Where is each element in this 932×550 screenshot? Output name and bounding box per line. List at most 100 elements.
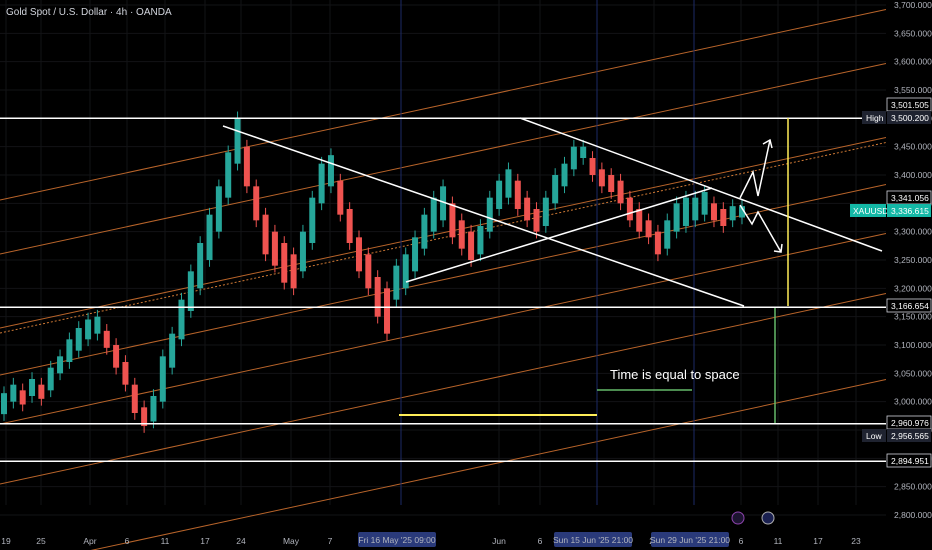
candle-body	[327, 155, 334, 187]
candle-body	[664, 220, 671, 249]
price-tag-value: 3,166.654	[891, 301, 929, 311]
candle-body	[243, 146, 250, 187]
price-axis-tick: 3,450.000	[894, 142, 932, 152]
rising-trendline	[405, 187, 713, 283]
time-axis[interactable]: 1925Apr6111724May7Jun6296111723Fri 16 Ma…	[1, 511, 861, 547]
price-axis-bg	[886, 0, 932, 550]
candle-body	[178, 299, 185, 340]
date-badge-bg	[358, 532, 436, 547]
candle-body	[729, 206, 736, 221]
candle-body	[253, 186, 260, 221]
upper-descending-trendline	[519, 117, 883, 252]
candle-body	[299, 231, 306, 272]
candle-body	[412, 237, 419, 272]
chart-title: Gold Spot / U.S. Dollar · 4h · OANDA	[6, 7, 172, 18]
candle-body	[710, 203, 717, 221]
price-tag-label-bg	[862, 111, 886, 124]
candle-body	[169, 333, 176, 368]
price-axis-tick: 3,700.000	[894, 0, 932, 10]
candle-body	[1, 393, 7, 415]
candle-body	[430, 197, 437, 232]
price-tag-value: 3,500.200	[891, 113, 929, 123]
candle-body	[542, 197, 549, 226]
price-axis-tick: 2,800.000	[894, 510, 932, 520]
price-tag-label: XAUUSD	[853, 206, 888, 216]
channel-line	[0, 63, 887, 255]
candle-body	[290, 254, 297, 289]
time-space-annotation: Time is equal to space	[610, 367, 740, 382]
orange-channel-lines	[0, 9, 887, 550]
price-tag-bg	[887, 429, 931, 442]
candle-body	[337, 180, 344, 215]
price-tag-label-bg	[850, 204, 886, 217]
candle-body	[131, 384, 138, 413]
candle-body	[739, 206, 745, 218]
price-axis-tick: 3,000.000	[894, 397, 932, 407]
candle-body	[393, 265, 400, 300]
candle-body	[701, 192, 708, 215]
candle-body	[234, 118, 241, 164]
price-axis[interactable]: 2,800.0002,850.0002,900.0002,950.0003,00…	[886, 0, 932, 550]
candle-body	[10, 384, 17, 402]
trendline-drawings	[0, 117, 886, 462]
time-axis-tick: Apr	[83, 536, 96, 546]
candle-body	[47, 367, 54, 391]
candle-body	[496, 180, 503, 209]
candle-body	[617, 180, 624, 204]
candle-body	[402, 254, 409, 289]
price-axis-tick: 3,600.000	[894, 57, 932, 67]
arrow-head-down	[773, 243, 783, 253]
price-tag-value: 2,960.976	[891, 418, 929, 428]
candle-body	[589, 158, 596, 175]
candle-body	[113, 345, 120, 368]
candle-body	[673, 203, 680, 232]
candle-body	[580, 146, 587, 158]
channel-line	[0, 233, 887, 425]
price-tag-value: 2,956.565	[891, 431, 929, 441]
price-tag-label-bg	[862, 429, 886, 442]
bearish-path-arrow	[739, 204, 782, 253]
time-axis-tick: 7	[328, 536, 333, 546]
candle-body	[346, 209, 353, 243]
price-tag-bg	[887, 204, 931, 217]
candle-body	[449, 203, 456, 238]
candle-body	[477, 226, 484, 255]
candles	[1, 111, 745, 433]
channel-median-dotted	[0, 142, 887, 334]
time-axis-tick: 25	[36, 536, 46, 546]
price-axis-tick: 3,050.000	[894, 368, 932, 378]
candle-body	[514, 180, 521, 209]
candle-body	[636, 209, 643, 232]
time-axis-tick: 17	[813, 536, 823, 546]
candle-body	[187, 271, 194, 311]
candle-body	[384, 288, 391, 334]
candle-body	[281, 243, 288, 283]
candle-body	[122, 362, 129, 385]
candle-body	[682, 197, 689, 226]
price-tag-label: High	[866, 113, 884, 123]
candle-body	[365, 254, 372, 289]
candle-body	[215, 186, 222, 232]
date-badge-bg	[651, 532, 729, 547]
candle-body	[505, 169, 512, 198]
price-tag-bg	[886, 298, 932, 313]
candle-body	[29, 379, 36, 396]
channel-line	[0, 9, 887, 201]
candle-body	[692, 197, 699, 221]
price-axis-tick: 3,550.000	[894, 85, 932, 95]
candle-body	[271, 231, 278, 266]
time-axis-tick: 6	[125, 536, 130, 546]
candle-body	[94, 316, 101, 334]
candle-body	[318, 163, 325, 204]
price-tag-label: Low	[866, 431, 882, 441]
price-tag-bg	[886, 453, 932, 468]
channel-line	[0, 293, 887, 485]
candle-body	[225, 152, 232, 198]
candle-body	[598, 169, 605, 187]
candle-body	[421, 214, 428, 249]
price-tag-value: 3,341.056	[891, 193, 929, 203]
price-axis-tick: 3,100.000	[894, 340, 932, 350]
price-tag-value: 2,894.951	[891, 456, 929, 466]
